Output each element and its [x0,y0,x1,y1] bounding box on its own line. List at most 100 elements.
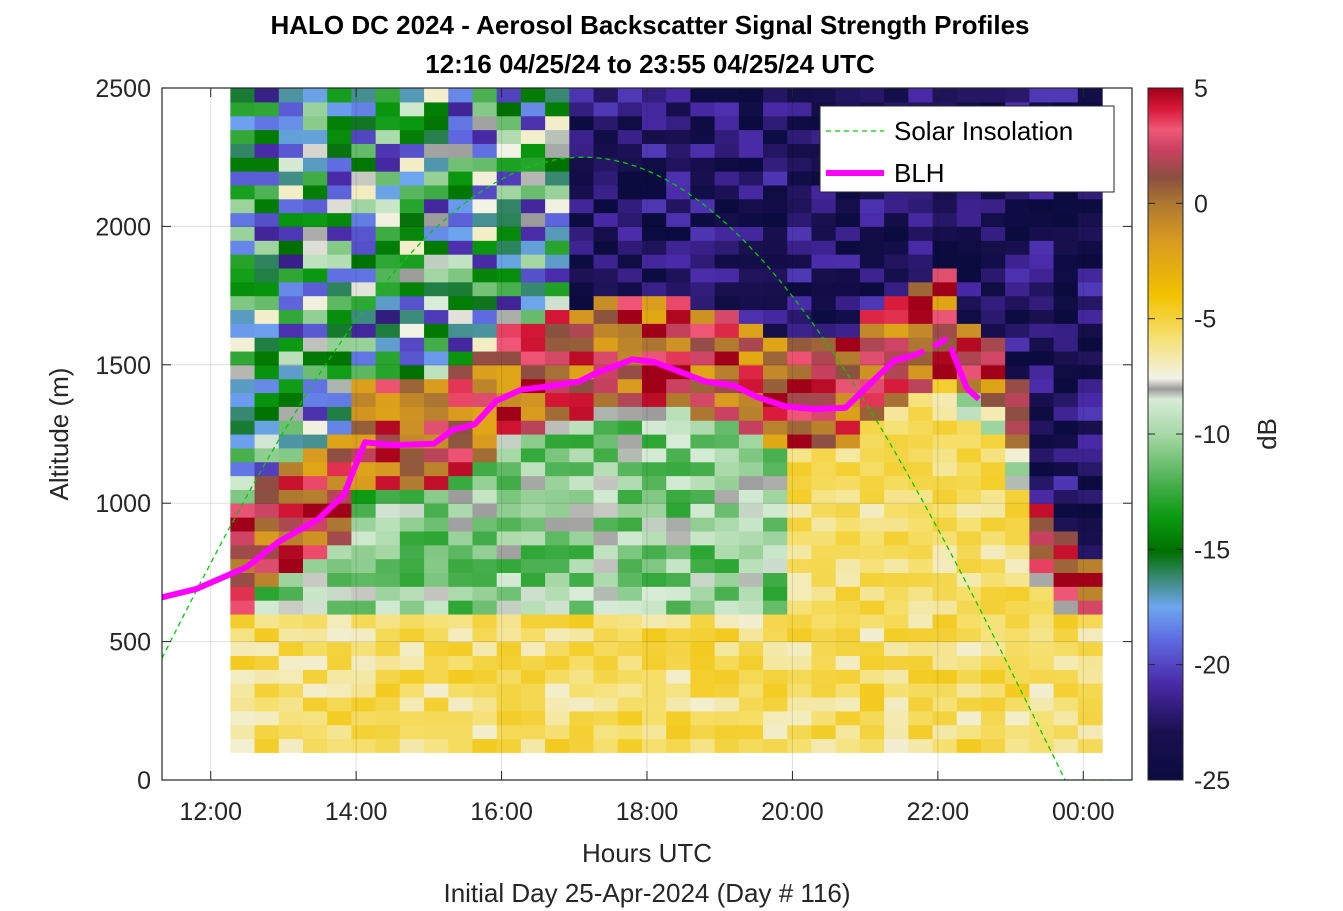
heatmap-cell [980,281,1006,297]
heatmap-cell [472,544,498,560]
heatmap-cell [399,517,425,532]
heatmap-cell [763,184,788,200]
heatmap-cell [472,669,498,684]
heatmap-cell [666,226,692,241]
heatmap-cell [666,613,692,629]
heatmap-cell [932,489,958,504]
heatmap-cell [424,738,449,753]
heatmap-cell [1029,281,1055,297]
heatmap-cell [617,544,643,560]
heatmap-cell [399,143,425,158]
heatmap-cell [666,212,692,227]
heatmap-cell [569,157,595,172]
heatmap-cell [787,226,813,241]
heatmap-cell [375,350,401,366]
heatmap-cell [278,115,304,131]
heatmap-cell [738,683,764,698]
heatmap-cell [714,337,740,352]
heatmap-cell [714,696,740,712]
heatmap-cell [472,254,498,269]
colorbar-tick-label: 0 [1194,190,1208,218]
heatmap-cell [956,738,982,753]
y-tick-label: 1000 [95,490,151,518]
heatmap-cell [884,586,909,601]
heatmap-cell [520,198,546,214]
heatmap-cell [278,378,304,394]
heatmap-cell [278,337,304,352]
heatmap-cell [1005,254,1030,269]
heatmap-cell [908,641,934,657]
heatmap-cell [375,517,401,532]
heatmap-cell [424,489,449,504]
heatmap-cell [351,530,377,546]
heatmap-cell [1029,558,1055,573]
heatmap-cell [859,309,885,324]
heatmap-cell [496,198,522,214]
heatmap-cell [714,267,740,283]
heatmap-cell [569,129,595,144]
heatmap-cell [763,724,788,740]
heatmap-cell [593,586,619,601]
heatmap-cell [980,544,1006,560]
heatmap-cell [399,115,425,131]
heatmap-cell [787,88,813,103]
heatmap-cell [859,198,885,214]
heatmap-cell [859,489,885,504]
heatmap-cell [1053,198,1079,214]
heatmap-cell [1005,738,1030,753]
heatmap-cell [932,309,958,324]
heatmap-cell [448,489,474,504]
heatmap-cell [714,157,740,172]
heatmap-cell [738,669,764,684]
heatmap-cell [375,115,401,131]
heatmap-cell [908,281,934,297]
heatmap-cell [327,254,353,269]
heatmap-cell [545,683,570,698]
heatmap-cell [254,586,280,601]
heatmap-cell [1005,240,1030,255]
heatmap-cell [399,226,425,241]
heatmap-cell [351,309,377,324]
heatmap-cell [884,613,909,629]
heatmap-cell [496,503,522,518]
heatmap-cell [738,710,764,726]
heatmap-cell [714,295,740,311]
heatmap-cell [932,475,958,490]
plot-area: 12:00 14:00 16:00 18:00 20:00 22:00 00:00 0500… [95,75,1133,826]
heatmap-cell [424,517,449,532]
heatmap-cell [327,669,353,684]
heatmap-cell [593,309,619,324]
heatmap-cell [835,281,861,297]
heatmap-cell [859,420,885,435]
heatmap-cell [980,572,1006,587]
heatmap-cell [1005,683,1030,698]
heatmap-cell [835,586,861,601]
heatmap-cell [956,489,982,504]
heatmap-cell [835,530,861,546]
heatmap-cell [811,600,837,615]
heatmap-cell [472,530,498,546]
heatmap-cell [399,503,425,518]
heatmap-cell [254,378,280,394]
heatmap-cell [1029,738,1055,753]
heatmap-cell [302,198,328,214]
heatmap-cell [1053,447,1079,463]
heatmap-cell [351,295,377,311]
heatmap-cell [738,489,764,504]
heatmap-cell [496,641,522,657]
heatmap-cell [690,226,716,241]
heatmap-cell [230,392,256,407]
heatmap-cell [230,655,256,670]
heatmap-cell [666,378,692,394]
x-tick-label: 14:00 [325,798,388,826]
heatmap-cell [908,558,934,573]
heatmap-cell [1005,724,1030,740]
heatmap-cell [835,600,861,615]
heatmap-cell [520,101,546,117]
colorbar-label: dB [1252,418,1282,450]
heatmap-cell [738,447,764,463]
heatmap-cell [424,475,449,490]
heatmap-cell [496,88,522,103]
heatmap-cell [1077,558,1103,573]
heatmap-cell [1029,323,1055,338]
